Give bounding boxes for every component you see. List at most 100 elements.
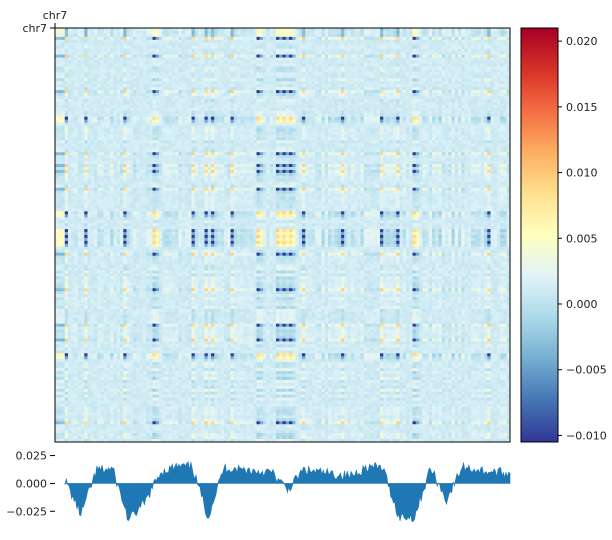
heatmap-cell: [480, 128, 485, 132]
heatmap-cell: [406, 72, 410, 76]
heatmap-cell: [367, 30, 371, 35]
heatmap-cell: [269, 78, 274, 82]
heatmap-cell: [243, 93, 248, 97]
heatmap-cell: [438, 63, 443, 67]
heatmap-cell: [328, 84, 332, 88]
heatmap-cell: [370, 110, 374, 115]
heatmap-cell: [81, 69, 85, 73]
heatmap-cell: [90, 63, 95, 67]
heatmap-cell: [152, 42, 157, 47]
heatmap-cell: [490, 28, 495, 32]
heatmap-cell: [77, 28, 82, 32]
heatmap-cell: [272, 110, 277, 115]
heatmap-cell: [90, 128, 95, 132]
heatmap-cell: [389, 75, 394, 79]
heatmap-cell: [415, 116, 420, 121]
heatmap-cell: [467, 75, 472, 79]
heatmap-cell: [373, 48, 378, 53]
heatmap-cell: [399, 128, 404, 132]
heatmap-cell: [110, 107, 114, 112]
heatmap-cell: [324, 84, 329, 88]
heatmap-cell: [308, 48, 313, 53]
heatmap-cell: [305, 72, 309, 76]
heatmap-cell: [402, 48, 407, 53]
heatmap-cell: [181, 119, 186, 123]
heatmap-cell: [464, 36, 469, 41]
heatmap-cell: [198, 78, 202, 82]
heatmap-cell: [344, 122, 348, 126]
heatmap-cell: [217, 110, 222, 115]
heatmap-cell: [220, 128, 225, 132]
heatmap-cell: [107, 63, 111, 67]
heatmap-cell: [461, 57, 465, 61]
heatmap-cell: [198, 45, 202, 50]
heatmap-cell: [396, 57, 400, 61]
heatmap-cell: [415, 96, 420, 100]
heatmap-cell: [133, 30, 137, 35]
heatmap-cell: [289, 122, 293, 126]
heatmap-cell: [155, 113, 160, 118]
heatmap-cell: [454, 110, 459, 115]
heatmap-cell: [503, 101, 508, 106]
heatmap-cell: [276, 75, 280, 79]
heatmap-cell: [347, 36, 352, 41]
heatmap-cell: [126, 39, 131, 44]
heatmap-cell: [175, 66, 179, 70]
heatmap-cell: [399, 90, 404, 94]
heatmap-cell: [360, 81, 365, 85]
heatmap-cell: [230, 39, 235, 44]
heatmap-cell: [172, 28, 176, 32]
heatmap-cell: [302, 101, 306, 106]
heatmap-cell: [331, 87, 335, 91]
heatmap-cell: [217, 125, 222, 129]
heatmap-cell: [415, 60, 420, 64]
heatmap-cell: [97, 110, 101, 115]
heatmap-cell: [90, 30, 95, 35]
heatmap-cell: [292, 119, 296, 123]
heatmap-cell: [55, 33, 59, 38]
heatmap-cell: [87, 75, 92, 79]
heatmap-cell: [471, 122, 475, 126]
heatmap-cell: [81, 116, 85, 121]
heatmap-cell: [487, 30, 491, 35]
heatmap-cell: [58, 75, 62, 79]
heatmap-cell: [393, 51, 397, 55]
heatmap-cell: [74, 69, 79, 73]
heatmap-cell: [376, 42, 381, 47]
heatmap-cell: [269, 104, 274, 109]
heatmap-cell: [458, 110, 462, 115]
heatmap-cell: [272, 107, 277, 112]
heatmap-cell: [214, 72, 218, 76]
heatmap-cell: [276, 66, 280, 70]
heatmap-cell: [68, 98, 72, 103]
heatmap-cell: [357, 48, 361, 53]
heatmap-cell: [454, 96, 459, 100]
heatmap-cell: [263, 78, 267, 82]
heatmap-cell: [467, 60, 472, 64]
heatmap-cell: [110, 87, 114, 91]
heatmap-cell: [259, 107, 264, 112]
heatmap-cell: [376, 128, 381, 132]
heatmap-cell: [201, 51, 205, 55]
heatmap-cell: [155, 131, 160, 135]
heatmap-cell: [165, 33, 170, 38]
heatmap-cell: [68, 72, 72, 76]
heatmap-cell: [246, 125, 251, 129]
heatmap-cell: [71, 63, 75, 67]
heatmap-cell: [415, 42, 420, 47]
heatmap-cell: [243, 122, 248, 126]
heatmap-cell: [295, 42, 300, 47]
heatmap-cell: [250, 28, 254, 32]
heatmap-cell: [448, 51, 452, 55]
heatmap-cell: [198, 119, 202, 123]
heatmap-cell: [61, 110, 66, 115]
heatmap-cell: [474, 119, 478, 123]
heatmap-cell: [451, 125, 456, 129]
heatmap-cell: [211, 39, 215, 44]
heatmap-cell: [207, 84, 212, 88]
heatmap-cell: [139, 39, 144, 44]
heatmap-cell: [363, 84, 368, 88]
heatmap-cell: [94, 33, 98, 38]
heatmap-cell: [220, 98, 225, 103]
heatmap-cell: [165, 87, 170, 91]
